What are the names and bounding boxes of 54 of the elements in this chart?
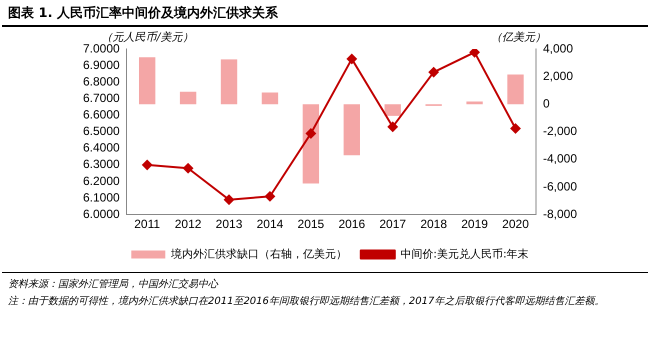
- text: 注：由于数据的可得性，境内外汇供求缺口在2011至2016年间取银行即远期结售汇差额，2017年之后取银行代客即远期结售汇差额。: [8, 294, 606, 309]
- y2-tick-label: 2,000: [542, 68, 574, 83]
- point: [388, 122, 398, 132]
- x-tick-label: 2016: [338, 217, 366, 232]
- x-tick-label: 2015: [298, 217, 325, 232]
- y2-axis-title: （亿美元）: [490, 30, 546, 44]
- y-tick-label: 6.6000: [83, 108, 120, 122]
- point: [346, 54, 357, 64]
- y2-tick-label: 4,000: [542, 41, 574, 56]
- bar: [262, 92, 278, 104]
- y2-tick-label: 0: [542, 96, 550, 111]
- y-tick-label: 6.4000: [83, 140, 120, 155]
- y-tick-label: 6.3000: [83, 157, 120, 172]
- bar: [138, 57, 156, 104]
- x-tick-label: 2020: [502, 217, 530, 232]
- point: [183, 163, 194, 174]
- point: [264, 191, 275, 202]
- y-tick-label: 6.1000: [83, 190, 120, 204]
- x-tick-label: 2018: [420, 217, 448, 232]
- bar: [384, 104, 401, 116]
- y-tick-label: 6.9000: [83, 58, 120, 72]
- legend-label: 中间价:美元兑人民币:年末: [400, 247, 529, 260]
- bar: [507, 74, 524, 104]
- bar: [180, 92, 196, 104]
- x-tick-label: 2011: [134, 217, 160, 232]
- point: [428, 67, 439, 78]
- y2-tick-label: -4,000: [542, 152, 578, 166]
- y-tick-label: 6.7000: [83, 90, 120, 105]
- y-tick-label: 6.5000: [83, 124, 120, 138]
- x-tick-label: 2012: [174, 217, 202, 232]
- point: [306, 128, 316, 138]
- x-tick-label: 2019: [461, 217, 488, 232]
- y2-tick-label: -8,000: [542, 206, 578, 221]
- chart-title: 图表 1. 人民币汇率中间价及境内外汇供求关系: [2, 0, 648, 27]
- y-axis-title: （元人民币/美元）: [102, 30, 194, 44]
- bar: [302, 104, 320, 184]
- point: [224, 194, 234, 205]
- point: [470, 49, 480, 58]
- y-tick-label: 6.2000: [83, 174, 120, 188]
- point: [142, 160, 152, 170]
- bar: [466, 101, 483, 104]
- text: 资料来源：国家外汇管理局，中国外汇交易中心: [8, 278, 220, 292]
- y2-tick-label: -6,000: [542, 179, 578, 194]
- y-tick-label: 6.8000: [83, 74, 120, 88]
- point: [510, 123, 521, 134]
- bar: [344, 104, 360, 156]
- y2-tick-label: -2,000: [542, 124, 578, 138]
- y-tick-label: 6.0000: [83, 206, 120, 221]
- x-tick-label: 2014: [256, 217, 284, 232]
- legend-label: 境内外汇供求缺口（右轴，亿美元）: [170, 247, 347, 260]
- y-tick-label: 7.0000: [83, 41, 120, 56]
- x-tick-label: 2017: [379, 217, 406, 232]
- x-tick-label: 2013: [216, 217, 243, 232]
- bar: [220, 59, 238, 104]
